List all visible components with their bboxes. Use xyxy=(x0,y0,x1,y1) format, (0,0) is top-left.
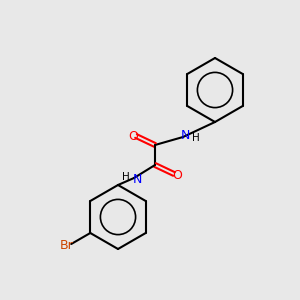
Text: N: N xyxy=(180,129,190,142)
Text: H: H xyxy=(122,172,130,182)
Text: Br: Br xyxy=(59,239,73,252)
Text: N: N xyxy=(132,173,142,186)
Text: O: O xyxy=(172,169,182,182)
Text: O: O xyxy=(128,130,138,143)
Text: H: H xyxy=(192,133,200,143)
